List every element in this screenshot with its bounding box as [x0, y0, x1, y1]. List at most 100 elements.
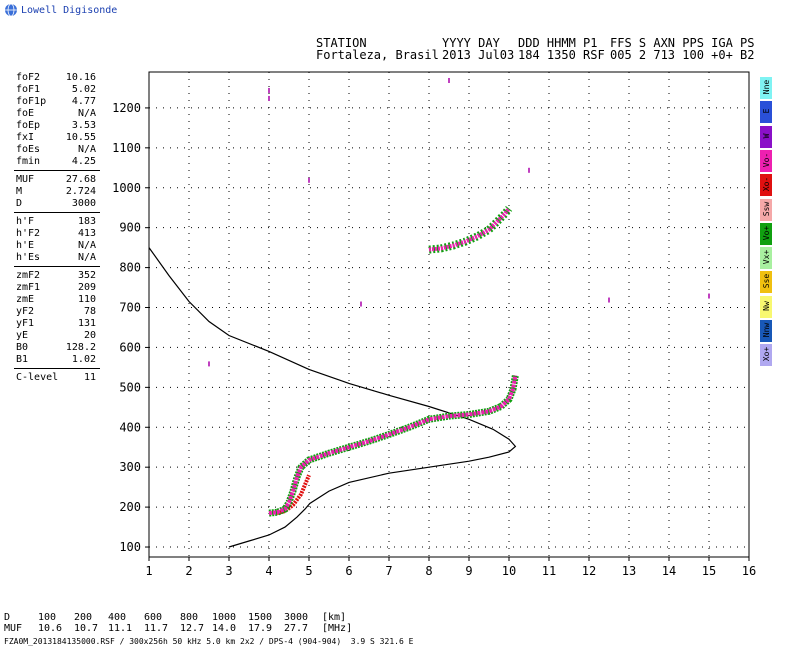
- file-info: FZA0M_2013184135000.RSF / 300x256h 50 kH…: [4, 637, 414, 646]
- param-separator: [14, 212, 100, 213]
- param-value: 3000: [71, 198, 96, 209]
- legend-label: Nne: [762, 79, 771, 95]
- param-name: yF2: [16, 306, 35, 317]
- header-time-value: 184 1350 RSF: [518, 48, 605, 62]
- muf-cell: 10.7: [74, 623, 99, 634]
- distance-cell: 100: [38, 612, 57, 623]
- param-name: B0: [16, 342, 29, 353]
- legend-label: Vo+: [762, 225, 771, 241]
- legend-label: E: [762, 108, 771, 114]
- param-name: h'F2: [16, 228, 41, 239]
- distance-cell: 600: [144, 612, 163, 623]
- param-row: foF1p 4.77: [0, 96, 100, 108]
- legend-item: Nne: [760, 77, 772, 99]
- header-date-value: 2013 Jul03: [442, 48, 515, 62]
- legend-label: Vo-: [762, 152, 771, 168]
- logo: Lowell Digisonde: [4, 2, 117, 18]
- param-value: 183: [77, 216, 96, 227]
- distance-cell: 400: [108, 612, 127, 623]
- muf-cell: 17.9: [248, 623, 273, 634]
- x-tick-label: 8: [425, 564, 432, 578]
- legend-label: Nnw: [762, 322, 771, 338]
- param-row: foE N/A: [0, 108, 100, 120]
- muf-cell: 14.0: [212, 623, 237, 634]
- param-name: fxI: [16, 132, 35, 143]
- param-value: 110: [77, 294, 96, 305]
- param-name: M: [16, 186, 23, 197]
- param-row: zmF2 352: [0, 270, 100, 282]
- param-row: h'F 183: [0, 216, 100, 228]
- param-row: yF2 78: [0, 306, 100, 318]
- legend-label: Xo-: [762, 176, 771, 192]
- param-name: h'F: [16, 216, 35, 227]
- param-name: zmE: [16, 294, 35, 305]
- electron-density-profile: [148, 247, 517, 548]
- legend-item: Sse: [760, 271, 772, 294]
- distance-cell: [km]: [322, 612, 347, 623]
- param-row: h'E N/A: [0, 240, 100, 252]
- param-value: 10.16: [65, 72, 96, 83]
- param-row: h'Es N/A: [0, 252, 100, 264]
- param-row: foEp 3.53: [0, 120, 100, 132]
- param-row: h'F2 413: [0, 228, 100, 240]
- legend-item: Vo-: [760, 149, 772, 172]
- param-name: MUF: [16, 174, 35, 185]
- globe-icon: [5, 3, 17, 17]
- header-params-label: FFS S AXN PPS IGA PS: [610, 36, 755, 50]
- y-tick-label: 800: [119, 261, 141, 275]
- param-value: 352: [77, 270, 96, 281]
- muf-cell: MUF: [4, 623, 23, 634]
- muf-cell: 11.1: [108, 623, 133, 634]
- upper-trace-edge: [428, 206, 513, 254]
- legend-label: Xo+: [762, 347, 771, 362]
- x-tick-label: 2: [185, 564, 192, 578]
- legend-item: Xo+: [760, 344, 772, 367]
- x-tick-label: 11: [542, 564, 556, 578]
- header-params-value: 005 2 713 100 +0+ B2: [610, 48, 755, 62]
- legend-label: Sse: [762, 274, 771, 289]
- echo-dot: [360, 301, 362, 307]
- param-separator: [14, 266, 100, 267]
- echo-dot: [448, 77, 450, 83]
- distance-cell: 3000: [284, 612, 309, 623]
- echo-dot: [528, 167, 530, 173]
- x-tick-label: 12: [582, 564, 596, 578]
- param-name: h'Es: [16, 252, 41, 263]
- header-date-label: YYYY DAY: [442, 36, 500, 50]
- param-value: N/A: [77, 108, 96, 119]
- echo-dot: [308, 177, 310, 183]
- x-tick-label: 9: [465, 564, 472, 578]
- legend-label: Ssw: [762, 201, 771, 216]
- param-row: zmF1 209: [0, 282, 100, 294]
- legend-item: Xo-: [760, 174, 772, 197]
- param-value: 128.2: [65, 342, 96, 353]
- param-value: 11: [83, 372, 96, 383]
- y-tick-label: 1000: [112, 181, 141, 195]
- distance-cell: D: [4, 612, 11, 623]
- y-tick-label: 900: [119, 221, 141, 235]
- muf-cell: 10.6: [38, 623, 63, 634]
- param-value: 413: [77, 228, 96, 239]
- x-trace: [276, 474, 311, 516]
- distance-cell: 1500: [248, 612, 273, 623]
- param-row: B1 1.02: [0, 354, 100, 366]
- plot-frame: [148, 71, 750, 558]
- param-row: fxI 10.55: [0, 132, 100, 144]
- param-name: foF1p: [16, 96, 47, 107]
- legend-item: Nw: [760, 295, 772, 318]
- x-tick-label: 3: [225, 564, 232, 578]
- param-name: foF1: [16, 84, 41, 95]
- param-row: yE 20: [0, 330, 100, 342]
- param-row: B0 128.2: [0, 342, 100, 354]
- param-value: 1.02: [71, 354, 96, 365]
- param-separator: [14, 368, 100, 369]
- param-row: D 3000: [0, 198, 100, 210]
- x-tick-label: 14: [662, 564, 676, 578]
- param-row: yF1 131: [0, 318, 100, 330]
- echo-dot: [708, 293, 710, 299]
- y-tick-label: 500: [119, 380, 141, 394]
- y-tick-label: 1100: [112, 141, 141, 155]
- o-trace: [268, 375, 518, 516]
- legend-item: E: [760, 101, 772, 124]
- distance-cell: 200: [74, 612, 93, 623]
